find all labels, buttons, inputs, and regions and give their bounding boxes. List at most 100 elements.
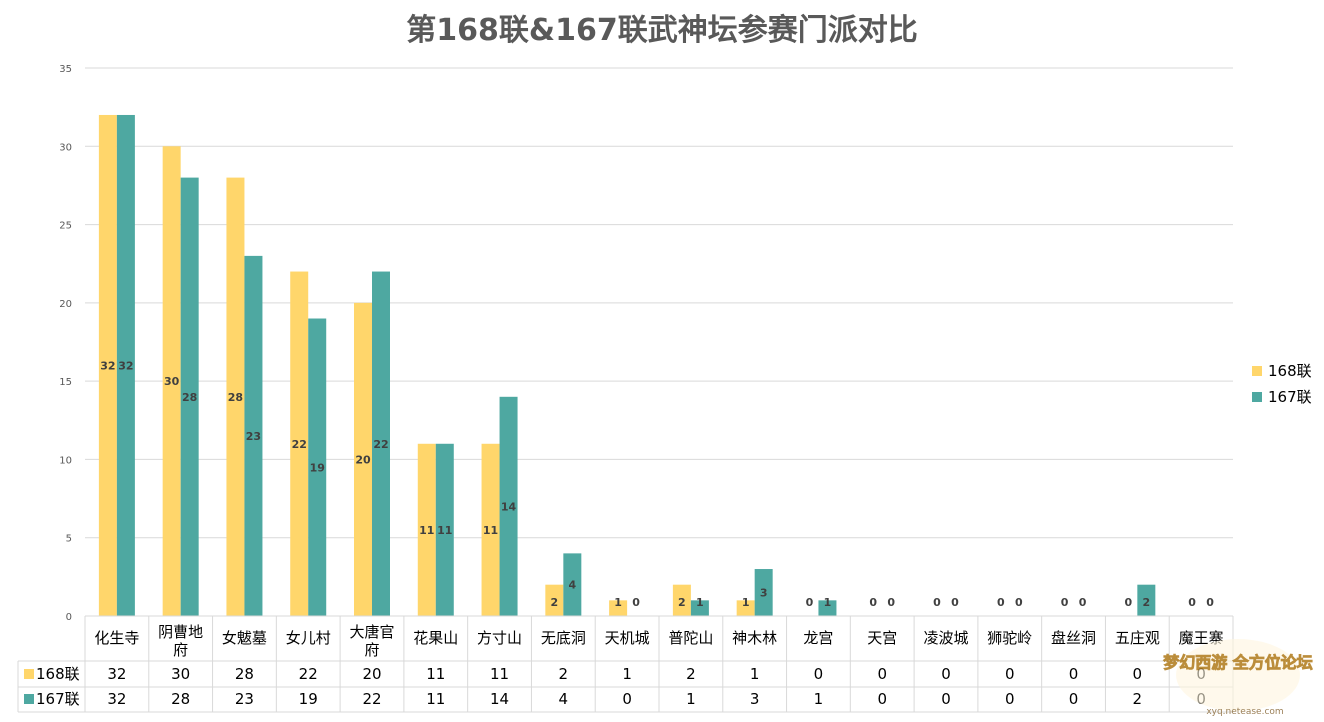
- bar-series1: [290, 271, 309, 616]
- y-tick-label: 5: [66, 534, 72, 545]
- category-label: 普陀山: [668, 629, 713, 647]
- y-tick-label: 30: [59, 142, 72, 153]
- y-tick-label: 20: [59, 299, 72, 310]
- table-cell: 0: [877, 665, 887, 683]
- data-label: 1: [614, 596, 622, 609]
- table-cell: 2: [559, 665, 569, 683]
- data-label: 0: [1079, 596, 1087, 609]
- data-label: 0: [1061, 596, 1069, 609]
- category-label: 女儿村: [286, 629, 331, 647]
- watermark-url: xyq.netease.com: [1206, 707, 1283, 717]
- bars: [98, 114, 1156, 617]
- table-cell: 4: [559, 690, 569, 708]
- data-label: 0: [806, 596, 814, 609]
- data-label: 2: [1143, 596, 1151, 609]
- bar-series2: [563, 553, 582, 616]
- data-label: 32: [118, 359, 133, 372]
- table-cell: 30: [171, 665, 190, 683]
- table-cell: 22: [362, 690, 381, 708]
- legend: 168联 167联: [1252, 362, 1312, 406]
- data-label: 23: [246, 430, 261, 443]
- data-label: 0: [951, 596, 959, 609]
- data-label: 0: [869, 596, 877, 609]
- table-legend-key: [24, 694, 34, 704]
- bar-series1: [226, 177, 245, 616]
- bar-series2: [308, 318, 327, 616]
- table-cell: 0: [622, 690, 632, 708]
- table-cell: 20: [362, 665, 381, 683]
- table-cell: 11: [490, 665, 509, 683]
- data-label: 0: [1188, 596, 1196, 609]
- data-label: 22: [373, 438, 388, 451]
- category-label: 女魃墓: [222, 629, 267, 647]
- data-label: 28: [228, 391, 243, 404]
- gridlines: [85, 67, 1233, 617]
- data-label: 0: [887, 596, 895, 609]
- data-table: 化生寺 阴曹地府 女魃墓 女儿村 大唐官府 花果山 方寸山 无底洞 天机城 普陀山 神木林 龙宫 天宫 凌…: [17, 615, 1234, 713]
- data-label: 1: [824, 596, 832, 609]
- data-label: 32: [100, 359, 115, 372]
- y-tick-label: 0: [66, 612, 72, 623]
- bar-series1: [736, 600, 755, 616]
- table-cell: 3: [750, 690, 760, 708]
- legend-key: [1252, 392, 1262, 402]
- table-cell: 0: [1005, 665, 1015, 683]
- category-label: 天机城: [605, 629, 650, 647]
- table-cell: 11: [426, 665, 445, 683]
- category-label: 大唐官府: [349, 623, 394, 659]
- data-label: 30: [164, 375, 180, 388]
- table-cell: 1: [814, 690, 824, 708]
- table-cell: 0: [941, 690, 951, 708]
- bar-series1: [481, 443, 500, 616]
- y-tick-label: 35: [59, 64, 72, 75]
- bar-series1: [609, 600, 628, 616]
- data-label: 0: [1015, 596, 1023, 609]
- bar-series2: [372, 271, 390, 616]
- category-label: 花果山: [413, 629, 458, 647]
- data-label: 14: [501, 500, 517, 513]
- table-row-header: 167联: [36, 690, 80, 708]
- data-label: 19: [310, 461, 325, 474]
- category-label: 阴曹地府: [158, 623, 203, 659]
- bar-series1: [545, 584, 564, 616]
- y-tick-label: 25: [59, 221, 72, 232]
- data-label: 3: [760, 587, 768, 600]
- watermark-logo: 梦幻西游 全方位论坛 xyq.netease.com: [1163, 639, 1313, 717]
- data-label: 22: [292, 438, 307, 451]
- data-label: 11: [483, 524, 498, 537]
- bar-series2: [435, 443, 454, 616]
- category-label: 化生寺: [94, 629, 139, 647]
- bar-series2: [818, 600, 837, 616]
- table-cell: 22: [299, 665, 318, 683]
- legend-key: [1252, 366, 1262, 376]
- y-tick-label: 15: [59, 377, 72, 388]
- category-label: 五庄观: [1115, 629, 1160, 647]
- legend-label: 167联: [1268, 388, 1312, 406]
- data-label: 0: [997, 596, 1005, 609]
- table-cell: 0: [877, 690, 887, 708]
- table-cell: 2: [1133, 690, 1143, 708]
- bar-series2: [690, 600, 709, 616]
- table-legend-key: [24, 669, 34, 679]
- table-cell: 0: [1069, 665, 1079, 683]
- category-label: 龙宫: [803, 629, 833, 647]
- bar-series1: [98, 114, 117, 616]
- table-cell: 28: [171, 690, 190, 708]
- data-label: 0: [1125, 596, 1133, 609]
- category-label: 方寸山: [477, 629, 522, 647]
- bar-series2: [499, 396, 518, 616]
- data-label: 11: [419, 524, 434, 537]
- data-label: 0: [1206, 596, 1214, 609]
- table-cell: 28: [235, 665, 254, 683]
- data-label: 0: [933, 596, 941, 609]
- category-label: 狮驼岭: [987, 629, 1032, 647]
- table-cell: 0: [1005, 690, 1015, 708]
- table-cell: 14: [490, 690, 509, 708]
- bar-series1: [417, 443, 436, 616]
- table-cell: 1: [750, 665, 760, 683]
- watermark-title: 梦幻西游 全方位论坛: [1163, 653, 1313, 672]
- table-cell: 32: [107, 690, 126, 708]
- data-label: 1: [696, 596, 704, 609]
- category-label: 无底洞: [541, 629, 586, 647]
